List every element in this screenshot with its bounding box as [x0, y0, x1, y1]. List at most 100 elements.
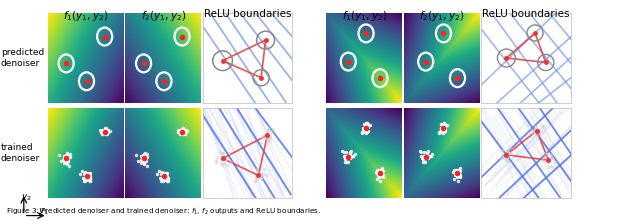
Point — [419, 154, 429, 158]
Point — [374, 174, 384, 177]
Point — [83, 172, 93, 175]
Point — [100, 130, 110, 134]
Point — [523, 124, 533, 127]
Point — [344, 152, 355, 155]
Point — [377, 170, 387, 174]
Text: ReLU boundaries: ReLU boundaries — [204, 9, 291, 19]
Point — [173, 130, 183, 134]
Point — [506, 151, 516, 154]
Point — [161, 171, 171, 174]
Point — [211, 158, 221, 162]
Point — [499, 155, 509, 159]
Point — [139, 152, 149, 156]
Point — [63, 156, 73, 160]
Point — [142, 155, 152, 159]
Point — [162, 175, 172, 178]
Point — [63, 159, 74, 163]
Point — [500, 158, 511, 162]
Point — [502, 149, 513, 152]
Point — [362, 123, 372, 127]
Point — [451, 168, 461, 171]
Text: predicted
denoiser: predicted denoiser — [1, 48, 44, 68]
Point — [58, 154, 68, 158]
Point — [425, 154, 435, 157]
Point — [140, 151, 150, 155]
Point — [374, 176, 384, 179]
Point — [140, 159, 150, 163]
Point — [497, 149, 508, 152]
Point — [439, 121, 449, 125]
Point — [100, 130, 110, 133]
Point — [547, 156, 557, 160]
Point — [498, 156, 508, 159]
Point — [360, 127, 371, 130]
Point — [139, 162, 149, 166]
Point — [140, 156, 150, 160]
Point — [96, 131, 106, 134]
Point — [417, 156, 428, 160]
Point — [141, 155, 151, 159]
Point — [436, 126, 446, 130]
Point — [180, 131, 191, 134]
Point — [343, 154, 353, 158]
Point — [216, 157, 227, 161]
Point — [262, 135, 273, 138]
Point — [342, 160, 352, 163]
Point — [102, 131, 112, 134]
Point — [138, 153, 148, 157]
Point — [137, 158, 147, 161]
Point — [133, 160, 143, 163]
Point — [543, 158, 553, 162]
Point — [60, 158, 70, 162]
Point — [140, 155, 150, 159]
Point — [419, 156, 429, 160]
Point — [211, 160, 221, 163]
Point — [105, 129, 115, 133]
Point — [179, 128, 189, 132]
Point — [373, 170, 383, 174]
Point — [218, 156, 228, 160]
Point — [136, 154, 146, 158]
Point — [534, 130, 544, 133]
Point — [177, 130, 188, 134]
Point — [531, 130, 541, 133]
Point — [532, 131, 543, 135]
Point — [155, 176, 165, 180]
Point — [266, 130, 276, 133]
Point — [540, 151, 550, 154]
Point — [140, 153, 150, 156]
Point — [340, 156, 350, 160]
Point — [139, 156, 149, 159]
Point — [422, 156, 433, 160]
Point — [530, 126, 540, 130]
Point — [220, 154, 230, 158]
Point — [543, 159, 554, 163]
Point — [361, 121, 371, 125]
Point — [61, 157, 71, 160]
Point — [177, 126, 188, 130]
Point — [440, 125, 450, 129]
Point — [138, 154, 148, 158]
Point — [531, 129, 541, 132]
Point — [360, 131, 370, 134]
Point — [500, 156, 511, 159]
Point — [264, 126, 274, 130]
Point — [161, 175, 171, 179]
Point — [438, 127, 449, 131]
Text: $f_2(y_1,y_2)$: $f_2(y_1,y_2)$ — [419, 9, 464, 23]
Point — [142, 153, 152, 156]
Point — [141, 155, 151, 159]
Point — [453, 173, 463, 177]
Point — [437, 131, 447, 134]
Point — [544, 156, 554, 160]
Point — [159, 171, 170, 175]
Point — [54, 153, 64, 156]
Point — [371, 171, 381, 174]
Point — [257, 172, 267, 176]
Point — [528, 129, 538, 132]
Point — [141, 159, 151, 163]
Point — [175, 128, 185, 131]
Point — [158, 180, 168, 183]
Point — [79, 180, 89, 183]
Point — [160, 178, 170, 182]
